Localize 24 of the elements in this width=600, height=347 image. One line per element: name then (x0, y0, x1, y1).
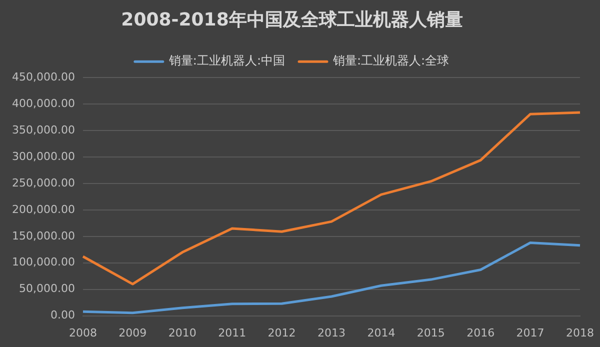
y-tick-label: 250,000.00 (12, 176, 75, 190)
y-tick-label: 400,000.00 (12, 96, 75, 110)
x-tick-label: 2017 (516, 326, 544, 340)
x-tick-label: 2010 (168, 326, 196, 340)
y-tick-label: 150,000.00 (12, 229, 75, 242)
x-tick-label: 2013 (317, 326, 346, 340)
x-tick-label: 2012 (268, 326, 296, 340)
legend-label: 销量:工业机器人:全球 (332, 54, 450, 68)
x-tick-label: 2009 (118, 326, 147, 340)
y-tick-label: 0.00 (50, 308, 75, 322)
x-tick-label: 2011 (218, 326, 246, 340)
y-tick-label: 50,000.00 (18, 282, 75, 296)
y-tick-label: 450,000.00 (12, 70, 75, 84)
x-tick-label: 2014 (367, 326, 396, 340)
y-tick-label: 100,000.00 (12, 256, 75, 269)
y-tick-label: 350,000.00 (12, 123, 75, 136)
chart-title: 2008-2018年中国及全球工业机器人销量 (121, 9, 463, 30)
y-tick-label: 300,000.00 (12, 150, 75, 163)
x-tick-label: 2016 (466, 326, 495, 340)
x-tick-label: 2008 (68, 326, 97, 340)
legend-label: 销量:工业机器人:中国 (168, 54, 286, 68)
x-tick-label: 2015 (416, 326, 445, 340)
y-tick-label: 200,000.00 (12, 202, 75, 216)
x-tick-label: 2018 (566, 326, 594, 340)
